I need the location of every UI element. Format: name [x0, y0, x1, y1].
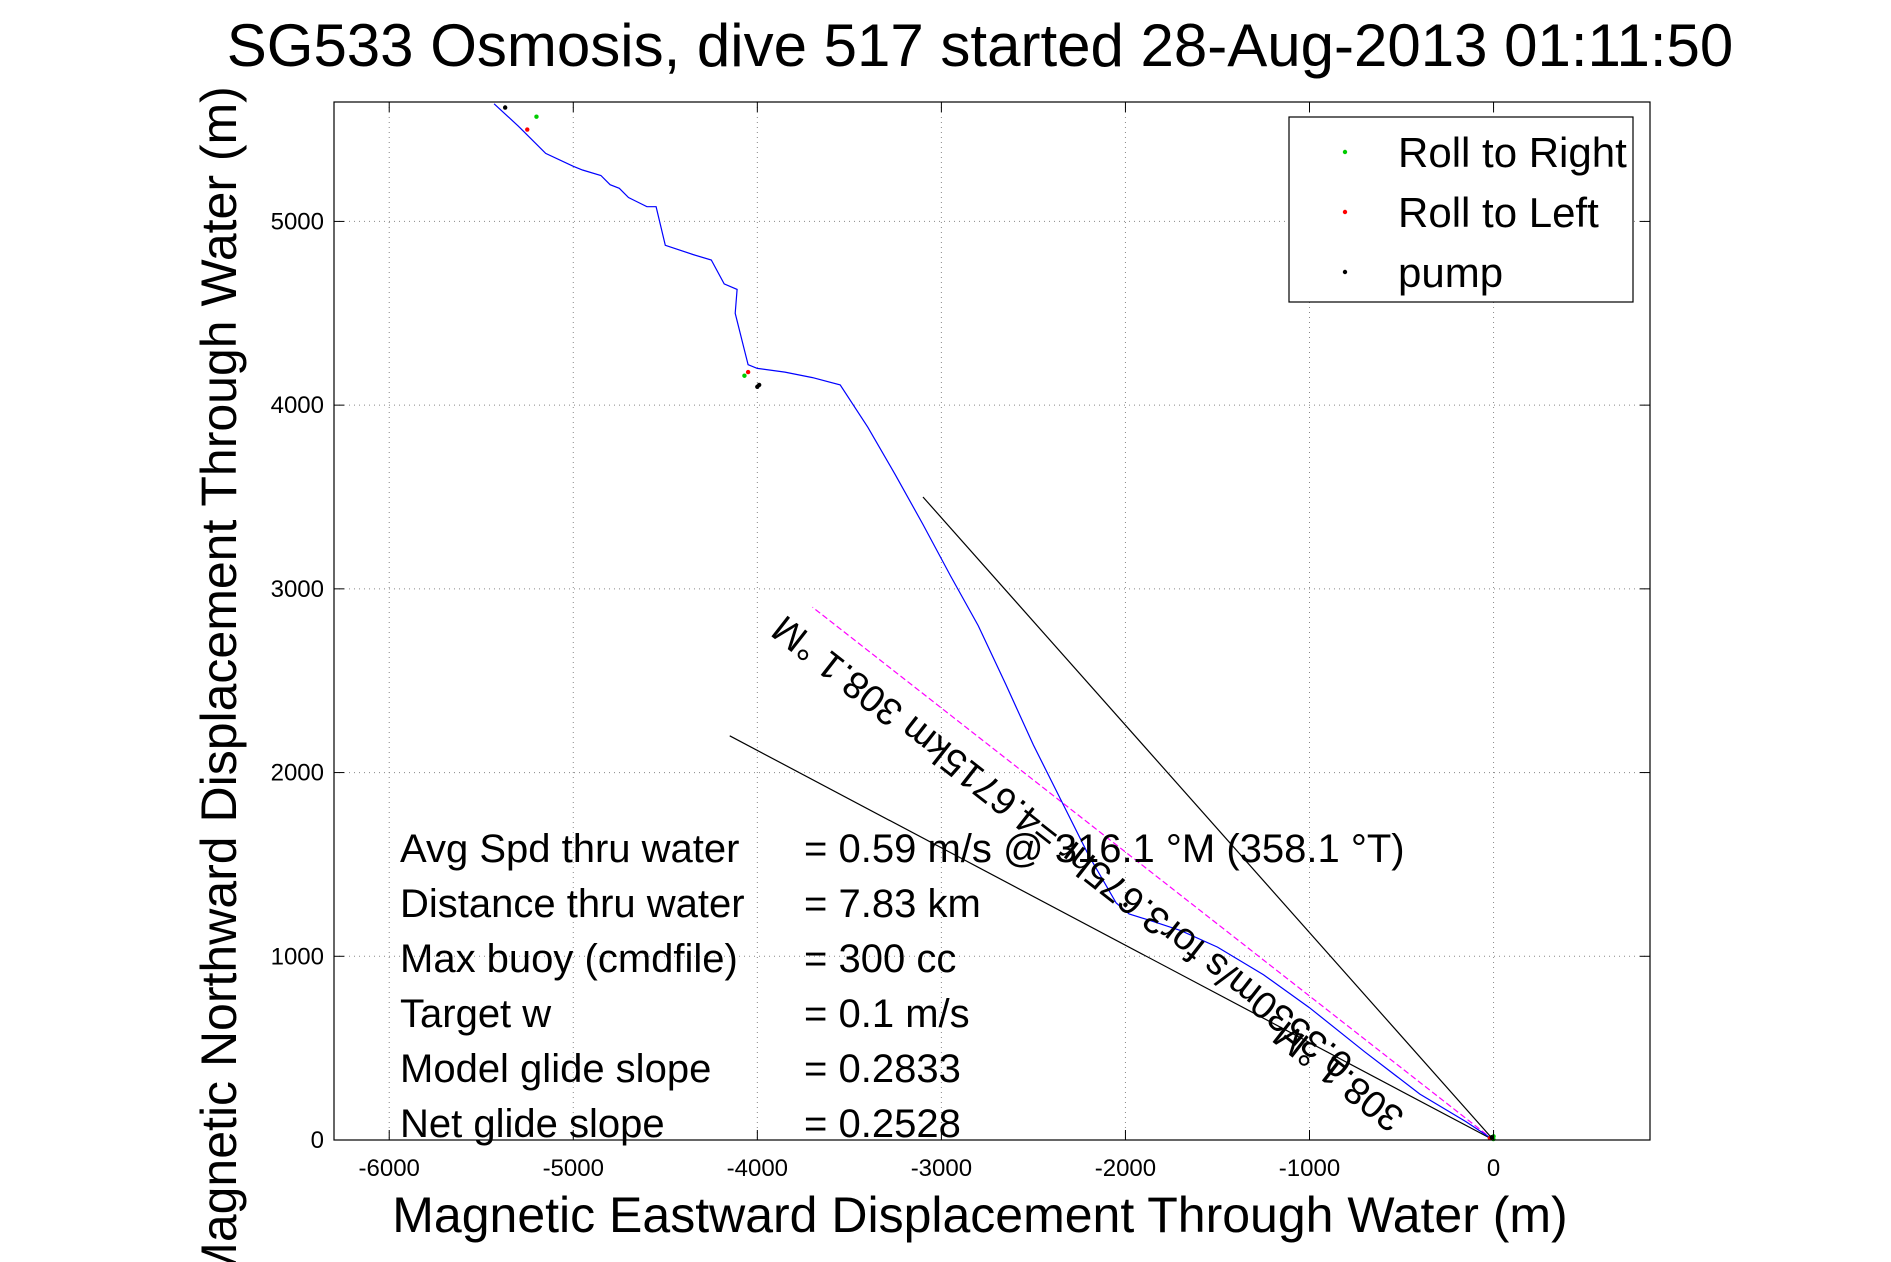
legend-marker — [1342, 209, 1348, 215]
stat-label: Target w — [400, 992, 551, 1036]
roll-right-marker — [742, 373, 747, 378]
x-tick-label: -2000 — [1095, 1155, 1156, 1182]
legend: Roll to Right Roll to Left pump — [1288, 116, 1634, 303]
x-tick-label: -3000 — [911, 1155, 972, 1182]
stat-value: = 0.2528 — [804, 1102, 961, 1146]
x-tick-label: -1000 — [1279, 1155, 1340, 1182]
stat-value: = 0.2833 — [804, 1047, 961, 1091]
y-tick-label: 4000 — [271, 392, 324, 419]
guide-line — [922, 496, 1495, 1141]
legend-marker — [1342, 149, 1348, 155]
stat-value: = 7.83 km — [804, 882, 981, 926]
x-tick-label: -5000 — [543, 1155, 604, 1182]
roll-left-marker — [745, 369, 751, 375]
x-tick-label: -4000 — [727, 1155, 788, 1182]
legend-label: Roll to Right — [1398, 129, 1627, 176]
pump-marker — [502, 105, 508, 110]
plot-frame — [333, 101, 1651, 1141]
legend-label: Roll to Left — [1398, 189, 1599, 236]
roll-right-marker — [534, 114, 539, 119]
stat-label: Net glide slope — [400, 1102, 665, 1146]
stat-label: Distance thru water — [400, 882, 745, 926]
y-tick-label: 1000 — [271, 943, 324, 970]
y-tick-label: 3000 — [271, 576, 324, 603]
stat-label: Max buoy (cmdfile) — [400, 937, 738, 981]
heading-line — [812, 606, 1494, 1141]
stat-label: Avg Spd thru water — [400, 827, 739, 871]
pump-marker — [756, 382, 762, 388]
stats-block: Avg Spd thru water = 0.59 m/s @ 316.1 °M … — [400, 827, 1405, 1146]
x-tick-label: -6000 — [359, 1155, 420, 1182]
legend-marker — [1342, 269, 1348, 275]
pump-marker — [1489, 1135, 1494, 1140]
roll-left-marker — [525, 127, 530, 132]
track-line — [493, 103, 1494, 1141]
y-axis-label: Magnetic Northward Displacement Through … — [191, 86, 247, 1262]
stat-value: = 0.1 m/s — [804, 992, 970, 1036]
x-tick-label: 0 — [1487, 1155, 1500, 1182]
y-tick-label: 0 — [311, 1127, 324, 1154]
y-tick-label: 5000 — [271, 208, 324, 235]
pump-marker — [1123, 902, 1128, 908]
chart-title: SG533 Osmosis, dive 517 started 28-Aug-2… — [227, 12, 1733, 79]
stat-value: = 300 cc — [804, 937, 956, 981]
legend-label: pump — [1398, 249, 1503, 296]
x-axis-label: Magnetic Eastward Displacement Through W… — [392, 1187, 1567, 1243]
stat-label: Model glide slope — [400, 1047, 711, 1091]
stat-value: = 0.59 m/s @ 316.1 °M (358.1 °T) — [804, 827, 1405, 871]
guide-line — [729, 735, 1494, 1141]
y-tick-label: 2000 — [271, 760, 324, 787]
